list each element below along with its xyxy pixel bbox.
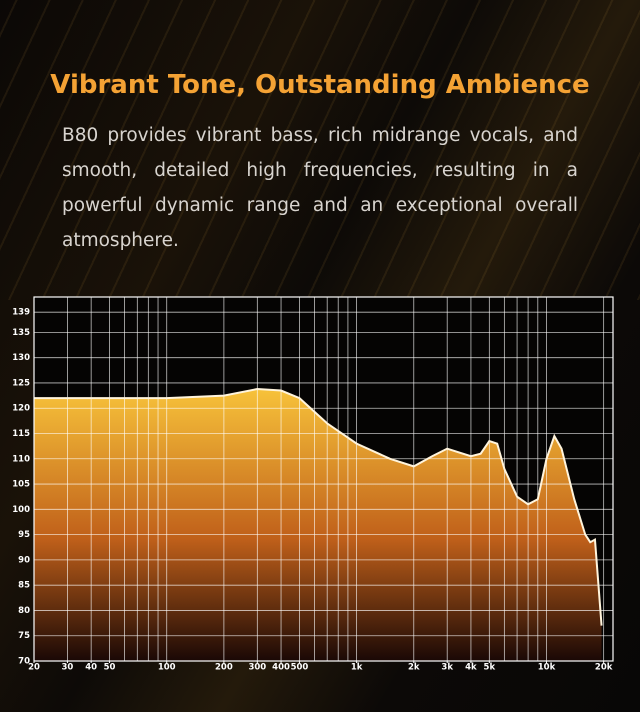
y-tick-label: 100	[12, 505, 30, 515]
y-tick-label: 85	[18, 581, 30, 591]
y-tick-label: 110	[12, 454, 30, 464]
y-tick-label: 70	[18, 657, 30, 667]
x-tick-label: 30	[62, 663, 74, 673]
x-tick-label: 10k	[538, 663, 556, 673]
line	[34, 388, 603, 626]
x-tick-label: 1k	[351, 663, 363, 673]
plot-border	[33, 296, 614, 662]
x-tick-label: 2k	[408, 663, 420, 673]
title: Vibrant Tone, Outstanding Ambience	[50, 70, 590, 100]
background-streaks	[0, 0, 640, 300]
y-tick-label: 105	[12, 480, 30, 490]
x-tick-label: 40	[85, 663, 97, 673]
y-tick-label: 95	[18, 530, 30, 540]
x-tick-label: 20	[28, 663, 40, 673]
x-tick-label: 300	[248, 663, 266, 673]
y-tick-label: 130	[12, 353, 30, 363]
y-tick-label: 120	[12, 404, 30, 414]
x-tick-label: 200	[215, 663, 233, 673]
x-tick-label: 20k	[595, 663, 613, 673]
y-tick-label: 125	[12, 378, 30, 388]
x-tick-label: 3k	[441, 663, 453, 673]
x-tick-label: 100	[158, 663, 176, 673]
x-tick-label: 50	[104, 663, 116, 673]
description: B80 provides vibrant bass, rich midrange…	[62, 125, 578, 251]
y-tick-label: 115	[12, 429, 30, 439]
y-tick-label: 139	[12, 308, 30, 318]
area	[34, 389, 602, 661]
y-tick-label: 80	[18, 606, 30, 616]
y-tick-label: 75	[18, 631, 30, 641]
y-tick-label: 90	[18, 555, 30, 565]
x-tick-label: 400	[272, 663, 290, 673]
x-tick-label: 500	[291, 663, 309, 673]
x-tick-label: 5k	[484, 663, 496, 673]
y-tick-label: 135	[12, 328, 30, 338]
x-tick-label: 4k	[465, 663, 477, 673]
